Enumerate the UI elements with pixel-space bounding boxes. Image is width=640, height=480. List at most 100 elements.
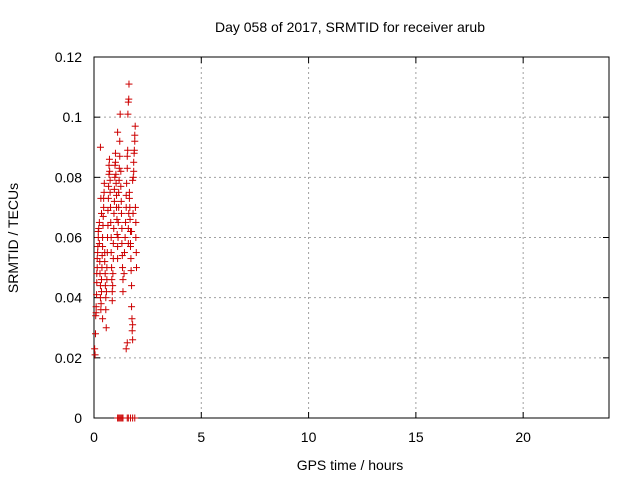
grid-lines bbox=[94, 57, 609, 418]
data-point bbox=[131, 122, 139, 130]
data-point bbox=[129, 336, 137, 344]
data-point bbox=[106, 176, 114, 184]
data-point bbox=[114, 234, 122, 241]
data-point bbox=[126, 240, 134, 248]
data-point bbox=[111, 158, 119, 166]
data-point bbox=[101, 258, 109, 266]
data-point bbox=[118, 240, 126, 248]
data-point bbox=[108, 297, 116, 305]
data-point bbox=[119, 264, 127, 272]
x-tick-label: 0 bbox=[90, 429, 98, 445]
data-point bbox=[109, 240, 117, 248]
data-point bbox=[120, 249, 128, 257]
data-point bbox=[130, 167, 138, 175]
data-point bbox=[124, 146, 132, 154]
data-point bbox=[107, 234, 115, 241]
data-point bbox=[125, 95, 133, 103]
data-point bbox=[132, 234, 140, 241]
data-point bbox=[124, 110, 132, 118]
data-point bbox=[97, 194, 105, 202]
y-tick-label: 0.02 bbox=[55, 350, 82, 366]
data-point bbox=[110, 185, 118, 193]
data-point bbox=[108, 264, 116, 272]
data-point bbox=[100, 203, 108, 211]
data-point bbox=[99, 243, 107, 251]
data-point bbox=[114, 255, 122, 263]
data-point bbox=[127, 255, 135, 263]
data-point bbox=[95, 218, 103, 226]
data-point bbox=[125, 80, 133, 88]
data-point bbox=[114, 218, 122, 226]
data-point bbox=[120, 270, 128, 278]
y-tick-label: 0.12 bbox=[55, 49, 82, 65]
data-point bbox=[109, 270, 117, 278]
data-point bbox=[99, 212, 107, 220]
data-point bbox=[105, 161, 113, 169]
data-point bbox=[121, 234, 129, 241]
chart-title: Day 058 of 2017, SRMTID for receiver aru… bbox=[215, 19, 485, 35]
data-point bbox=[128, 315, 136, 323]
data-point bbox=[129, 321, 137, 329]
data-point bbox=[94, 249, 102, 257]
x-tick-label: 10 bbox=[301, 429, 317, 445]
data-point bbox=[97, 300, 105, 308]
y-tick-label: 0.1 bbox=[63, 109, 83, 125]
data-point bbox=[116, 137, 124, 145]
y-tick-label: 0 bbox=[74, 410, 82, 426]
axes: 0 5 10 15 20 0 0.02 0.04 0.06 0.08 0.1 0.12 bbox=[55, 49, 610, 445]
data-point bbox=[125, 194, 133, 202]
data-points bbox=[91, 80, 140, 422]
data-point bbox=[107, 218, 115, 226]
data-point bbox=[111, 149, 119, 157]
data-point bbox=[130, 158, 138, 166]
data-point bbox=[108, 276, 116, 284]
data-point bbox=[98, 209, 106, 217]
data-point bbox=[93, 279, 101, 287]
data-point bbox=[111, 173, 119, 181]
y-tick-label: 0.04 bbox=[55, 290, 82, 306]
x-tick-label: 5 bbox=[197, 429, 205, 445]
data-point bbox=[99, 315, 107, 323]
data-point bbox=[129, 176, 137, 184]
data-point bbox=[126, 215, 134, 223]
data-point bbox=[115, 164, 123, 172]
data-point bbox=[117, 197, 125, 205]
data-point bbox=[119, 288, 127, 296]
data-point bbox=[129, 173, 137, 181]
data-point bbox=[104, 194, 112, 202]
data-point bbox=[96, 143, 104, 151]
data-point bbox=[105, 182, 113, 190]
data-point bbox=[123, 152, 131, 160]
data-point bbox=[101, 282, 109, 290]
data-point bbox=[95, 240, 103, 248]
data-point bbox=[116, 152, 124, 160]
data-point bbox=[110, 224, 118, 232]
data-point bbox=[115, 188, 123, 196]
data-point bbox=[92, 303, 100, 311]
data-point bbox=[102, 324, 110, 332]
data-point bbox=[117, 182, 125, 190]
data-point bbox=[114, 243, 122, 251]
data-point bbox=[107, 203, 115, 211]
data-point bbox=[128, 227, 136, 235]
data-point bbox=[130, 146, 138, 154]
data-point bbox=[116, 110, 124, 118]
data-point bbox=[123, 179, 131, 187]
data-point bbox=[117, 209, 125, 217]
data-point bbox=[132, 249, 140, 257]
data-point bbox=[125, 188, 133, 196]
data-point bbox=[93, 291, 101, 299]
data-point bbox=[105, 170, 113, 178]
data-point bbox=[100, 179, 108, 187]
data-point bbox=[106, 188, 114, 196]
data-point bbox=[113, 230, 121, 238]
data-point bbox=[113, 215, 121, 223]
data-point bbox=[123, 339, 131, 347]
data-point bbox=[92, 330, 100, 338]
data-point bbox=[114, 128, 122, 136]
data-point bbox=[100, 188, 108, 196]
data-point bbox=[105, 155, 113, 163]
data-point bbox=[109, 282, 117, 290]
data-point bbox=[123, 164, 131, 172]
data-point bbox=[101, 270, 109, 278]
